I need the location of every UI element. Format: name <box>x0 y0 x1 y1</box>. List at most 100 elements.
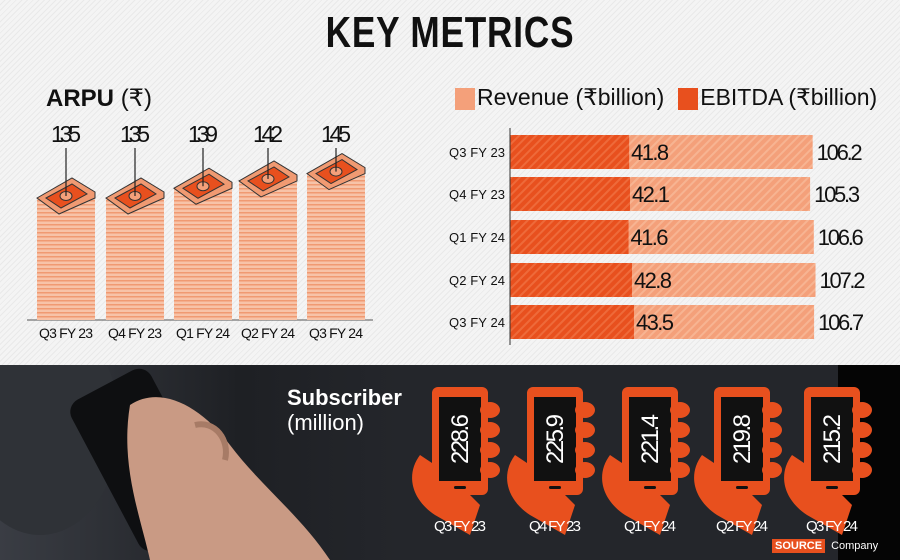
finger <box>575 402 595 418</box>
subscriber-title-main: Subscriber <box>287 385 402 410</box>
ebitda-value-label: 43.5 <box>636 310 674 335</box>
phone-in-hand-icon: 221.4 <box>602 387 690 535</box>
arpu-value-label: 135 <box>120 121 150 147</box>
subscriber-category-label: Q1 FY 24 <box>624 518 676 535</box>
ebitda-bar <box>510 263 632 297</box>
finger <box>480 442 500 458</box>
subscriber-title: Subscriber (million) <box>287 385 402 435</box>
arpu-value-label: 135 <box>51 121 81 147</box>
finger <box>575 442 595 458</box>
phone-call-photo <box>0 365 400 560</box>
arpu-bar <box>106 198 164 320</box>
revenue-value-label: 107.2 <box>820 268 866 293</box>
finger <box>670 442 690 458</box>
source-note: SOURCE Company <box>772 539 878 553</box>
arpu-bar <box>307 173 365 320</box>
finger <box>762 422 782 438</box>
arpu-value-label: 139 <box>188 121 218 147</box>
ebitda-value-label: 42.8 <box>634 268 672 293</box>
phone-in-hand-icon: 219.8 <box>694 387 782 535</box>
subscriber-category-label: Q3 FY 23 <box>434 518 486 535</box>
finger <box>480 422 500 438</box>
phone-button <box>644 486 656 489</box>
finger <box>762 462 782 478</box>
ebitda-bar <box>510 135 630 169</box>
phone-screen <box>721 397 763 481</box>
phone-in-hand-icon: 228.6 <box>412 387 500 535</box>
revenue-category-label: Q3 FY 23 <box>449 145 505 160</box>
subscriber-category-label: Q2 FY 24 <box>716 518 768 535</box>
subscriber-title-unit: (million) <box>287 410 364 435</box>
subscriber-panel: Subscriber (million) 228.6 Q3 FY 23 225.9 Q4… <box>0 365 900 560</box>
arpu-bar <box>37 198 95 320</box>
ebitda-value-label: 41.8 <box>631 140 669 165</box>
arpu-bar <box>239 180 297 320</box>
legend-swatch-revenue <box>455 87 475 110</box>
subscriber-chart: 228.6 Q3 FY 23 225.9 Q4 FY 23 221.4 Q1 FY 24 2… <box>412 387 872 535</box>
subscriber-value-label: 219.8 <box>729 414 756 464</box>
arpu-category-label: Q4 FY 23 <box>108 325 162 341</box>
top-charts: 135 Q3 FY 23 135 Q4 FY 23 139 Q1 FY 24 142 Q2 F… <box>27 121 866 345</box>
revenue-category-label: Q2 FY 24 <box>449 273 505 288</box>
finger <box>852 462 872 478</box>
legend-revenue: Revenue (₹billion) <box>455 84 664 111</box>
legend-swatch-ebitda <box>678 87 699 110</box>
arpu-title: ARPU (₹) <box>46 84 152 113</box>
arpu-category-label: Q2 FY 24 <box>241 325 295 341</box>
ebitda-bar <box>510 177 630 211</box>
revenue-value-label: 106.2 <box>817 140 863 165</box>
finger <box>762 402 782 418</box>
phone-screen <box>534 397 576 481</box>
revenue-category-label: Q3 FY 24 <box>449 315 505 330</box>
arpu-category-label: Q3 FY 23 <box>39 325 93 341</box>
revenue-category-label: Q4 FY 23 <box>449 187 505 202</box>
phone-screen <box>811 397 853 481</box>
finger <box>575 462 595 478</box>
arpu-value-label: 145 <box>321 121 351 147</box>
finger <box>480 402 500 418</box>
phone-button <box>454 486 466 489</box>
legend-ebitda-label: EBITDA (₹billion) <box>700 84 878 110</box>
subscriber-category-label: Q4 FY 23 <box>529 518 581 535</box>
phone-button <box>826 486 838 489</box>
phone-in-hand-icon: 215.2 <box>784 387 872 535</box>
arpu-title-main: ARPU <box>46 85 115 112</box>
arpu-bar <box>174 188 232 320</box>
finger <box>670 462 690 478</box>
subscriber-value-label: 225.9 <box>542 414 569 464</box>
legend-revenue-label: Revenue (₹billion) <box>477 84 665 110</box>
finger <box>670 402 690 418</box>
phone-screen <box>629 397 671 481</box>
hand-phone-illustration <box>0 365 331 560</box>
source-label: SOURCE <box>772 539 826 553</box>
subscriber-value-label: 215.2 <box>819 414 846 464</box>
finger <box>670 422 690 438</box>
arpu-value-label: 142 <box>253 121 283 147</box>
finger <box>852 422 872 438</box>
subscriber-value-label: 228.6 <box>447 414 474 464</box>
revenue-category-label: Q1 FY 24 <box>449 230 505 245</box>
arpu-category-label: Q1 FY 24 <box>176 325 230 341</box>
page-title: KEY METRICS <box>325 8 575 57</box>
ebitda-value-label: 42.1 <box>632 182 670 207</box>
revenue-value-label: 105.3 <box>814 182 860 207</box>
arpu-category-label: Q3 FY 24 <box>309 325 363 341</box>
finger <box>480 462 500 478</box>
source-value: Company <box>831 540 879 552</box>
revenue-value-label: 106.6 <box>818 225 864 250</box>
phone-screen <box>439 397 481 481</box>
legend: Revenue (₹billion) EBITDA (₹billion) <box>455 84 877 111</box>
subscriber-value-label: 221.4 <box>637 414 664 464</box>
legend-ebitda: EBITDA (₹billion) <box>678 84 877 111</box>
revenue-value-label: 106.7 <box>818 310 864 335</box>
finger <box>575 422 595 438</box>
finger <box>852 442 872 458</box>
subscriber-category-label: Q3 FY 24 <box>806 518 858 535</box>
finger <box>852 402 872 418</box>
finger <box>762 442 782 458</box>
phone-button <box>736 486 748 489</box>
phone-button <box>549 486 561 489</box>
ebitda-bar <box>510 305 634 339</box>
ebitda-bar <box>510 220 629 254</box>
phone-in-hand-icon: 225.9 <box>507 387 595 535</box>
